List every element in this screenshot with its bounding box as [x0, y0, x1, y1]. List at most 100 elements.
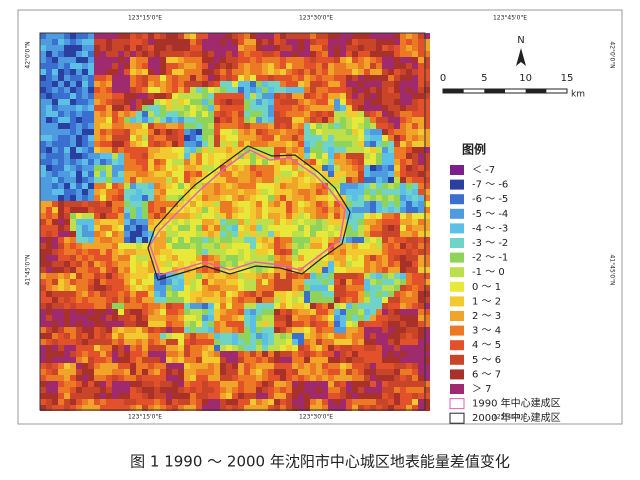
raster-cell: [136, 327, 142, 333]
raster-cell: [310, 189, 316, 195]
raster-cell: [130, 171, 136, 177]
raster-cell: [154, 129, 160, 135]
raster-cell: [412, 75, 418, 81]
raster-cell: [400, 129, 406, 135]
raster-cell: [124, 195, 130, 201]
raster-cell: [268, 33, 274, 39]
raster-cell: [178, 39, 184, 45]
raster-cell: [394, 69, 400, 75]
raster-cell: [292, 405, 298, 411]
raster-cell: [238, 129, 244, 135]
raster-cell: [112, 105, 118, 111]
raster-cell: [202, 219, 208, 225]
raster-cell: [172, 135, 178, 141]
raster-cell: [172, 105, 178, 111]
raster-cell: [226, 123, 232, 129]
raster-cell: [142, 135, 148, 141]
raster-cell: [166, 81, 172, 87]
raster-cell: [112, 183, 118, 189]
raster-cell: [292, 33, 298, 39]
raster-cell: [178, 165, 184, 171]
raster-cell: [256, 111, 262, 117]
raster-cell: [58, 315, 64, 321]
raster-cell: [142, 141, 148, 147]
raster-cell: [226, 327, 232, 333]
raster-cell: [376, 33, 382, 39]
raster-cell: [208, 369, 214, 375]
raster-cell: [280, 297, 286, 303]
raster-cell: [190, 279, 196, 285]
raster-cell: [256, 105, 262, 111]
raster-cell: [322, 165, 328, 171]
raster-cell: [418, 219, 424, 225]
raster-cell: [106, 315, 112, 321]
raster-cell: [76, 285, 82, 291]
raster-cell: [70, 33, 76, 39]
raster-cell: [88, 297, 94, 303]
raster-cell: [82, 147, 88, 153]
raster-cell: [370, 351, 376, 357]
raster-cell: [178, 243, 184, 249]
raster-cell: [424, 213, 430, 219]
raster-cell: [334, 267, 340, 273]
raster-cell: [172, 69, 178, 75]
raster-cell: [388, 339, 394, 345]
raster-cell: [262, 165, 268, 171]
raster-cell: [100, 195, 106, 201]
raster-cell: [298, 399, 304, 405]
raster-cell: [358, 267, 364, 273]
raster-cell: [154, 153, 160, 159]
raster-cell: [118, 375, 124, 381]
raster-cell: [304, 309, 310, 315]
raster-cell: [232, 333, 238, 339]
raster-cell: [316, 129, 322, 135]
raster-cell: [334, 135, 340, 141]
raster-cell: [394, 195, 400, 201]
raster-cell: [64, 189, 70, 195]
raster-cell: [52, 255, 58, 261]
raster-cell: [202, 327, 208, 333]
raster-cell: [214, 201, 220, 207]
raster-cell: [346, 105, 352, 111]
raster-cell: [376, 333, 382, 339]
raster-cell: [160, 267, 166, 273]
raster-cell: [208, 345, 214, 351]
raster-cell: [124, 189, 130, 195]
raster-cell: [82, 165, 88, 171]
raster-cell: [250, 393, 256, 399]
raster-cell: [262, 123, 268, 129]
raster-cell: [310, 273, 316, 279]
raster-cell: [220, 171, 226, 177]
raster-cell: [118, 171, 124, 177]
raster-cell: [412, 57, 418, 63]
raster-cell: [394, 117, 400, 123]
left-coord: 42°0'0"N: [25, 41, 32, 68]
raster-cell: [196, 105, 202, 111]
raster-cell: [112, 147, 118, 153]
raster-cell: [352, 231, 358, 237]
raster-cell: [160, 249, 166, 255]
raster-cell: [244, 405, 250, 411]
raster-cell: [76, 81, 82, 87]
raster-cell: [418, 243, 424, 249]
raster-cell: [172, 87, 178, 93]
raster-cell: [334, 225, 340, 231]
raster-cell: [64, 111, 70, 117]
raster-cell: [304, 81, 310, 87]
raster-cell: [316, 147, 322, 153]
raster-cell: [160, 339, 166, 345]
raster-cell: [262, 225, 268, 231]
raster-cell: [292, 105, 298, 111]
raster-cell: [58, 87, 64, 93]
raster-cell: [424, 165, 430, 171]
raster-cell: [82, 243, 88, 249]
raster-cell: [346, 405, 352, 411]
raster-cell: [406, 393, 412, 399]
raster-cell: [322, 333, 328, 339]
raster-cell: [274, 243, 280, 249]
raster-cell: [106, 207, 112, 213]
raster-cell: [64, 369, 70, 375]
raster-cell: [250, 183, 256, 189]
raster-cell: [172, 123, 178, 129]
raster-cell: [304, 297, 310, 303]
